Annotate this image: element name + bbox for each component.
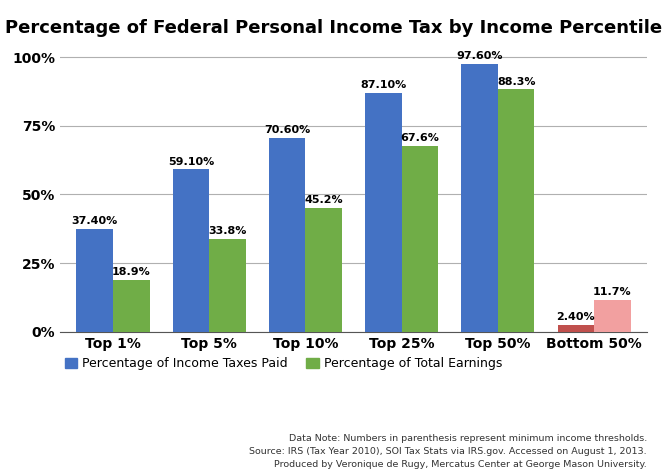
- Bar: [462, 64, 498, 332]
- Text: 97.60%: 97.60%: [456, 51, 503, 61]
- Text: 18.9%: 18.9%: [112, 267, 151, 277]
- Text: 70.60%: 70.60%: [264, 125, 310, 135]
- Bar: [594, 300, 630, 332]
- Text: Data Note: Numbers in parenthesis represent minimum income thresholds.
Source: I: Data Note: Numbers in parenthesis repres…: [249, 434, 647, 469]
- Text: 88.3%: 88.3%: [497, 76, 536, 87]
- Text: 2.40%: 2.40%: [556, 312, 595, 322]
- Bar: [402, 146, 438, 332]
- Bar: [305, 208, 342, 332]
- Bar: [173, 170, 209, 332]
- Text: 59.10%: 59.10%: [168, 157, 214, 167]
- Text: 37.40%: 37.40%: [71, 216, 118, 226]
- Bar: [269, 138, 305, 332]
- Text: 45.2%: 45.2%: [304, 195, 343, 205]
- Text: 11.7%: 11.7%: [593, 287, 632, 297]
- Bar: [498, 89, 534, 332]
- Bar: [558, 325, 594, 332]
- Bar: [77, 229, 113, 332]
- Bar: [113, 280, 149, 332]
- Bar: [365, 92, 402, 332]
- Text: 67.6%: 67.6%: [400, 133, 440, 144]
- Text: 87.10%: 87.10%: [360, 80, 406, 90]
- Legend: Percentage of Income Taxes Paid, Percentage of Total Earnings: Percentage of Income Taxes Paid, Percent…: [59, 352, 508, 375]
- Bar: [209, 239, 245, 332]
- Text: 33.8%: 33.8%: [208, 226, 247, 236]
- Text: Percentage of Federal Personal Income Tax by Income Percentile: Percentage of Federal Personal Income Ta…: [5, 19, 662, 37]
